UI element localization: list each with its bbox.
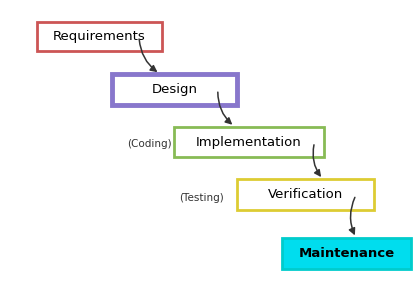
FancyBboxPatch shape: [37, 22, 162, 51]
FancyBboxPatch shape: [282, 238, 411, 269]
FancyBboxPatch shape: [112, 74, 237, 105]
Text: Implementation: Implementation: [196, 136, 302, 149]
Text: (Coding): (Coding): [127, 139, 172, 149]
Text: Maintenance: Maintenance: [298, 247, 395, 260]
FancyBboxPatch shape: [237, 179, 374, 210]
Text: Verification: Verification: [267, 188, 343, 201]
Text: Requirements: Requirements: [53, 30, 146, 43]
FancyBboxPatch shape: [174, 127, 324, 157]
Text: (Testing): (Testing): [179, 193, 224, 203]
Text: Design: Design: [151, 83, 197, 96]
